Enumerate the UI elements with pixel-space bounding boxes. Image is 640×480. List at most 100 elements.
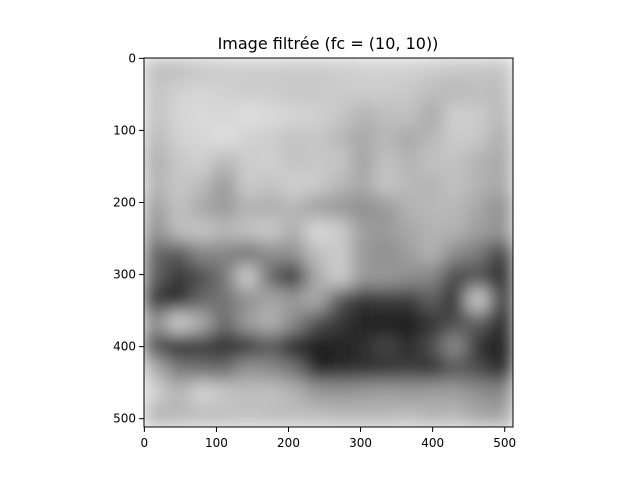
image-cell bbox=[166, 58, 191, 82]
image-cell bbox=[443, 195, 468, 220]
image-cell bbox=[443, 380, 468, 405]
image-cell bbox=[212, 311, 237, 336]
image-cell bbox=[258, 357, 283, 382]
image-cell bbox=[443, 149, 468, 174]
image-cell bbox=[189, 126, 214, 151]
image-cell bbox=[235, 265, 260, 290]
image-cell bbox=[189, 195, 214, 220]
image-cell bbox=[443, 242, 468, 267]
image-cell bbox=[420, 103, 445, 128]
image-cell bbox=[351, 126, 376, 151]
image-cell bbox=[328, 149, 353, 174]
image-cell bbox=[304, 126, 329, 151]
image-cell bbox=[489, 311, 513, 336]
image-cell bbox=[258, 218, 283, 243]
image-cell bbox=[374, 218, 399, 243]
image-cell bbox=[144, 357, 168, 382]
image-cell bbox=[212, 403, 237, 427]
image-cell bbox=[374, 103, 399, 128]
image-cell bbox=[189, 334, 214, 359]
image-cell bbox=[397, 218, 422, 243]
image-cell bbox=[235, 149, 260, 174]
image-cell bbox=[166, 126, 191, 151]
x-tick-label: 0 bbox=[141, 436, 149, 450]
image-cell bbox=[235, 195, 260, 220]
image-cell bbox=[420, 403, 445, 427]
image-cell bbox=[212, 80, 237, 105]
image-cell bbox=[166, 242, 191, 267]
image-cell bbox=[304, 80, 329, 105]
image-cell bbox=[166, 288, 191, 313]
image-cell bbox=[443, 265, 468, 290]
image-cell bbox=[443, 103, 468, 128]
image-cell bbox=[397, 149, 422, 174]
image-cell bbox=[189, 403, 214, 427]
image-cell bbox=[304, 242, 329, 267]
image-cell bbox=[304, 403, 329, 427]
y-tick-label: 300 bbox=[113, 268, 136, 282]
y-tick-label: 0 bbox=[128, 51, 136, 65]
image-cell bbox=[304, 265, 329, 290]
image-cell bbox=[189, 357, 214, 382]
image-cell bbox=[374, 126, 399, 151]
image-cell bbox=[466, 103, 491, 128]
image-cell bbox=[443, 218, 468, 243]
image-cell bbox=[397, 311, 422, 336]
image-cell bbox=[443, 58, 468, 82]
image-cell bbox=[466, 172, 491, 197]
image-cell bbox=[304, 357, 329, 382]
image-cell bbox=[235, 126, 260, 151]
image-cell bbox=[489, 58, 513, 82]
image-cell bbox=[466, 380, 491, 405]
image-cell bbox=[258, 58, 283, 82]
image-cell bbox=[328, 172, 353, 197]
chart-title: Image filtrée (fc = (10, 10)) bbox=[218, 34, 439, 53]
image-cell bbox=[466, 58, 491, 82]
image-cell bbox=[281, 218, 306, 243]
image-cell bbox=[304, 172, 329, 197]
image-cell bbox=[466, 126, 491, 151]
image-cell bbox=[420, 58, 445, 82]
image-cell bbox=[374, 80, 399, 105]
image-cell bbox=[144, 334, 168, 359]
image-cell bbox=[144, 172, 168, 197]
image-cell bbox=[235, 380, 260, 405]
image-cell bbox=[443, 357, 468, 382]
image-cell bbox=[351, 103, 376, 128]
image-cell bbox=[304, 288, 329, 313]
image-cell bbox=[328, 288, 353, 313]
image-cell bbox=[489, 403, 513, 427]
image-cell bbox=[420, 380, 445, 405]
x-tick-label: 300 bbox=[349, 436, 372, 450]
image-cell bbox=[189, 288, 214, 313]
image-cell bbox=[281, 403, 306, 427]
image-cell bbox=[328, 357, 353, 382]
image-cell bbox=[351, 80, 376, 105]
image-cell bbox=[443, 288, 468, 313]
image-cell bbox=[304, 218, 329, 243]
image-cell bbox=[374, 242, 399, 267]
image-cell bbox=[304, 311, 329, 336]
image-cell bbox=[420, 311, 445, 336]
image-cell bbox=[351, 265, 376, 290]
image-cell bbox=[328, 265, 353, 290]
image-cell bbox=[489, 103, 513, 128]
image-cell bbox=[258, 126, 283, 151]
image-cell bbox=[397, 403, 422, 427]
image-cell bbox=[235, 311, 260, 336]
image-cell bbox=[166, 380, 191, 405]
image-cell bbox=[443, 80, 468, 105]
image-cell bbox=[144, 311, 168, 336]
image-cell bbox=[258, 103, 283, 128]
image-cell bbox=[235, 218, 260, 243]
image-cell bbox=[489, 334, 513, 359]
image-cell bbox=[258, 334, 283, 359]
image-cell bbox=[420, 334, 445, 359]
image-cell bbox=[466, 218, 491, 243]
y-tick-label: 500 bbox=[113, 412, 136, 426]
image-cell bbox=[189, 311, 214, 336]
image-cell bbox=[166, 403, 191, 427]
image-cell bbox=[328, 126, 353, 151]
image-cell bbox=[235, 80, 260, 105]
image-cell bbox=[304, 195, 329, 220]
